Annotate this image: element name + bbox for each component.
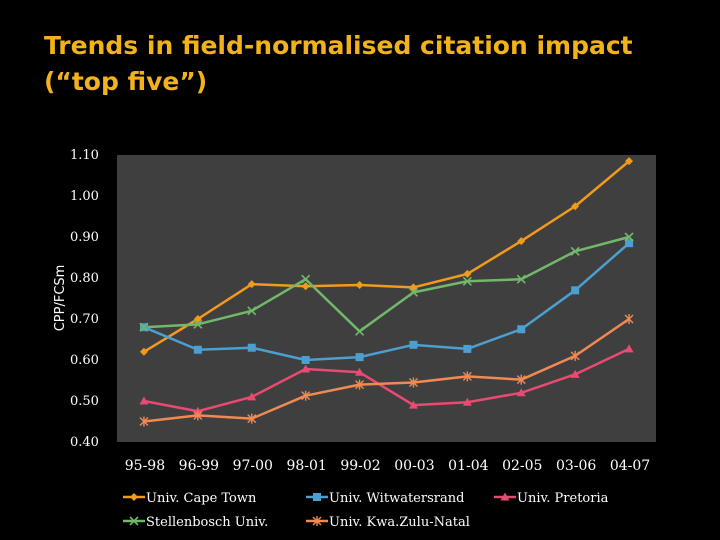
- x-tick-label: 01-04: [448, 458, 488, 474]
- data-point: [247, 413, 257, 424]
- slide-title-line-1: Trends in field-normalised citation impa…: [44, 31, 633, 60]
- data-point: [516, 274, 526, 284]
- series-line: [143, 317, 630, 423]
- data-point: [463, 344, 472, 353]
- x-tick-label: 02-05: [502, 458, 542, 474]
- slide-title: Trends in field-normalised citation impa…: [44, 28, 684, 100]
- series-lines: [143, 160, 630, 423]
- x-tick-label: 03-06: [556, 458, 596, 474]
- data-point: [624, 344, 634, 353]
- legend-label: Univ. Witwatersrand: [329, 491, 464, 506]
- x-tick-label: 96-99: [179, 458, 219, 474]
- line-chart: CPP/FCSm 1.10 1.00 0.90 0.80 0.70 0.60 0.50 0.4…: [53, 148, 656, 530]
- data-point: [301, 274, 311, 284]
- slide-title-line-2: (“top five”): [44, 67, 208, 96]
- data-point: [625, 157, 634, 166]
- data-point: [517, 237, 526, 246]
- data-point: [139, 396, 149, 405]
- plot-area: [117, 155, 656, 442]
- data-point: [570, 350, 580, 361]
- data-point: [355, 367, 365, 376]
- series-line: [143, 160, 630, 353]
- y-tick-labels: 1.10 1.00 0.90 0.80 0.70 0.60 0.50 0.40: [70, 148, 99, 450]
- data-point: [301, 282, 310, 291]
- data-point: [408, 377, 418, 388]
- data-point: [355, 379, 365, 390]
- data-point: [624, 314, 634, 324]
- data-point: [516, 388, 526, 397]
- series-line: [143, 347, 630, 413]
- y-tick-label: 0.40: [70, 435, 99, 450]
- data-point: [408, 287, 419, 297]
- data-point: [301, 356, 310, 364]
- data-point: [139, 416, 149, 427]
- y-tick-label: 1.10: [70, 148, 99, 163]
- legend-label: Univ. Kwa.Zulu-Natal: [329, 515, 470, 530]
- data-point: [571, 286, 580, 295]
- y-tick-label: 0.50: [70, 394, 99, 409]
- x-tick-label: 04-07: [610, 458, 650, 474]
- chart-panel: CPP/FCSm 1.10 1.00 0.90 0.80 0.70 0.60 0.50 0.4…: [46, 133, 661, 535]
- y-axis-label: CPP/FCSm: [53, 265, 68, 332]
- data-point: [301, 390, 311, 401]
- x-tick-label: 98-01: [286, 458, 326, 474]
- x-tick-label: 99-02: [340, 458, 380, 474]
- data-point: [193, 410, 203, 421]
- y-tick-label: 0.80: [70, 271, 99, 286]
- data-point: [247, 306, 257, 316]
- data-point: [193, 319, 203, 329]
- series-markers: [139, 157, 634, 427]
- data-point: [193, 315, 202, 323]
- x-tick-labels: 95-98 96-99 97-00 98-01 99-02 00-03 01-04 02-05…: [125, 458, 650, 474]
- data-point: [462, 397, 472, 406]
- data-point: [409, 340, 418, 349]
- data-point: [247, 392, 257, 401]
- legend-marker: [129, 516, 139, 526]
- data-point: [247, 280, 256, 289]
- y-tick-label: 1.00: [70, 189, 99, 204]
- data-point: [517, 325, 526, 334]
- data-point: [355, 280, 364, 289]
- data-point: [462, 276, 472, 286]
- data-point: [408, 400, 418, 409]
- legend-marker: [312, 516, 322, 526]
- data-point: [570, 246, 580, 256]
- data-point: [355, 353, 364, 362]
- data-point: [570, 369, 580, 378]
- data-point: [139, 322, 149, 332]
- y-tick-label: 0.60: [70, 353, 99, 368]
- legend: Univ. Cape Town Univ. Witwatersrand Univ. …: [123, 491, 609, 530]
- data-point: [625, 239, 634, 248]
- legend-marker: [313, 493, 321, 501]
- data-point: [462, 371, 472, 382]
- legend-label: Univ. Pretoria: [517, 491, 609, 506]
- data-point: [193, 345, 202, 354]
- data-point: [624, 232, 634, 242]
- data-point: [301, 364, 311, 373]
- y-tick-label: 0.70: [70, 312, 99, 327]
- x-tick-label: 97-00: [233, 458, 273, 474]
- data-point: [354, 326, 365, 336]
- data-point: [516, 374, 526, 385]
- legend-label: Univ. Cape Town: [146, 491, 257, 506]
- series-line: [143, 242, 630, 362]
- legend-marker: [130, 493, 138, 501]
- x-tick-label: 00-03: [394, 458, 434, 474]
- x-tick-label: 95-98: [125, 458, 165, 474]
- data-point: [571, 202, 580, 211]
- legend-marker: [500, 492, 510, 501]
- data-point: [247, 343, 256, 352]
- y-tick-label: 0.90: [70, 230, 99, 245]
- data-point: [463, 269, 472, 278]
- legend-label: Stellenbosch Univ.: [146, 515, 268, 530]
- series-line: [143, 235, 630, 333]
- data-point: [139, 347, 148, 356]
